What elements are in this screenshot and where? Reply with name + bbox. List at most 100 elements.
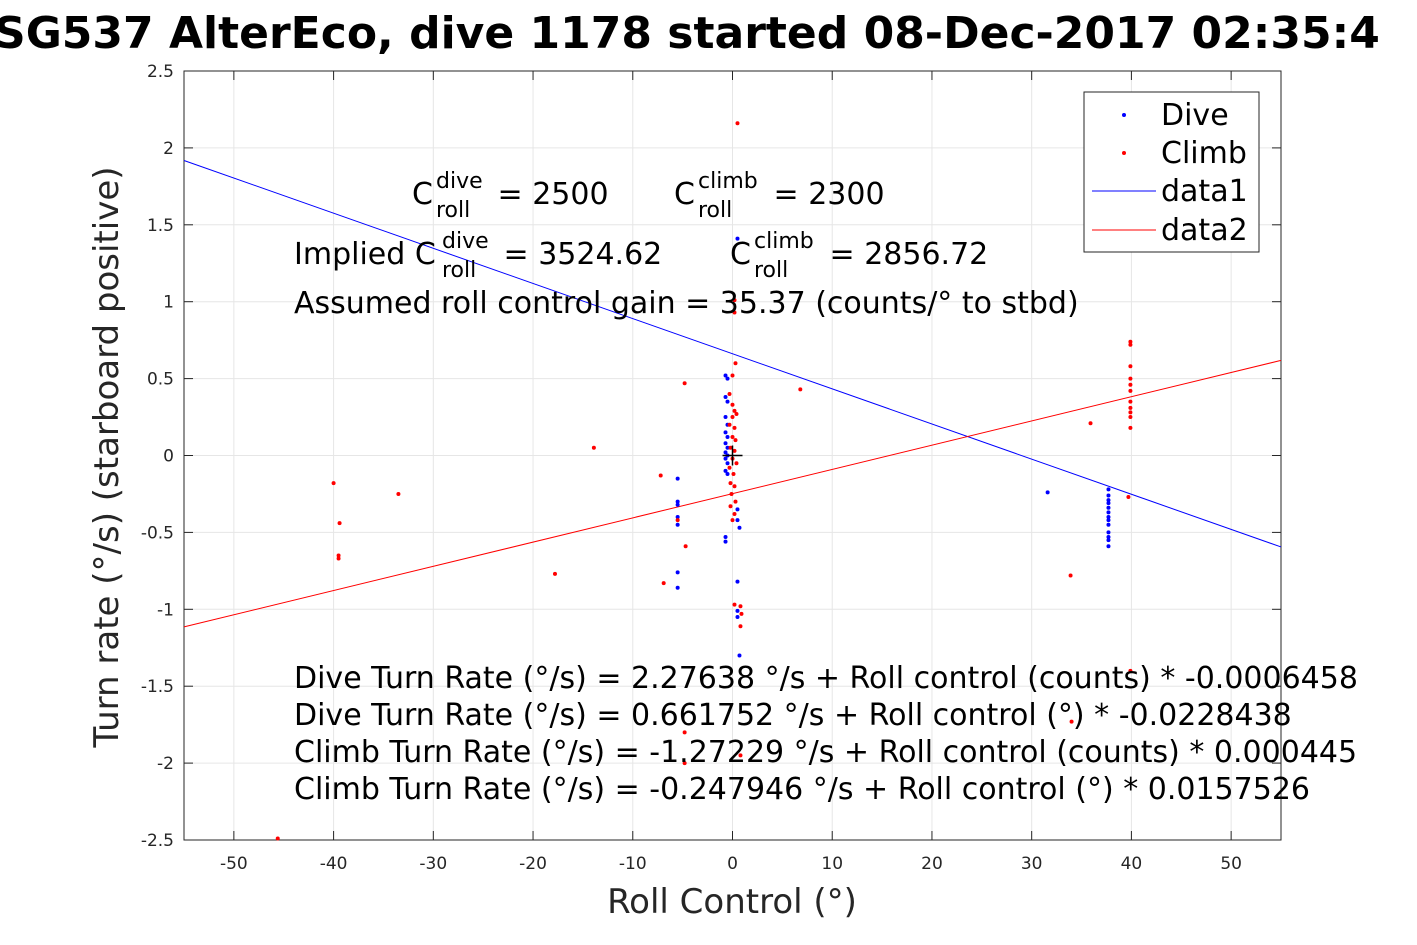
data-point-climb	[730, 402, 735, 407]
data-point-dive	[675, 570, 680, 575]
data-point-dive	[723, 468, 728, 473]
x-axis-ticks: -50 -40 -30 -20 -10 0 10 20 30 40 50	[220, 71, 1242, 874]
data-point-climb	[1128, 364, 1133, 369]
data-point-climb	[1128, 342, 1133, 347]
data-point-dive	[723, 456, 728, 461]
data-points	[275, 121, 1133, 841]
x-tick-label: -10	[619, 854, 647, 874]
x-tick-label: 20	[921, 854, 943, 874]
data-point-climb	[798, 387, 803, 392]
data-point-dive	[723, 430, 728, 435]
data-point-climb	[738, 604, 743, 609]
x-tick-label: 30	[1021, 854, 1043, 874]
data-point-climb	[732, 425, 737, 430]
implied-climb-base: C	[730, 237, 751, 272]
data-point-climb	[732, 511, 737, 516]
data-point-climb	[1128, 382, 1133, 387]
legend-climb-label: Climb	[1161, 136, 1247, 171]
data-point-dive	[1106, 498, 1111, 503]
data-point-climb	[1128, 415, 1133, 420]
data-point-dive	[725, 435, 730, 440]
data-point-climb	[729, 491, 734, 496]
data-point-climb	[727, 422, 732, 427]
c-roll-climb-sub: roll	[698, 198, 732, 223]
data-point-dive	[675, 585, 680, 590]
data-point-dive	[737, 525, 742, 530]
data-point-dive	[723, 415, 728, 420]
data-point-climb	[1128, 339, 1133, 344]
data-point-climb	[337, 521, 342, 526]
x-axis-label: Roll Control (°)	[607, 882, 857, 922]
c-roll-dive-sup: dive	[436, 169, 483, 194]
data-point-climb	[682, 761, 687, 766]
data-point-climb	[732, 310, 737, 315]
legend-data2-label: data2	[1161, 213, 1248, 248]
data-point-climb	[732, 484, 737, 489]
x-tick-label: 50	[1220, 854, 1242, 874]
implied-dive-sub: roll	[442, 258, 476, 283]
data-point-climb	[733, 438, 738, 443]
y-tick-label: -1	[157, 600, 174, 620]
data-point-climb	[1088, 421, 1093, 426]
chart-title: SG537 AlterEco, dive 1178 started 08-Dec…	[0, 8, 1380, 59]
data-point-dive	[735, 579, 740, 584]
data-point-climb	[727, 465, 732, 470]
x-tick-label: -40	[320, 854, 348, 874]
legend: Dive Climb data1 data2	[1083, 91, 1260, 253]
legend-entry-data2: data2	[1092, 213, 1248, 248]
data-point-dive	[725, 461, 730, 466]
data-point-dive	[723, 535, 728, 540]
legend-dive-label: Dive	[1161, 98, 1229, 133]
data-point-dive	[1106, 501, 1111, 506]
roll-gain-annotation: Assumed roll control gain = 35.37 (count…	[294, 286, 1079, 321]
data-point-climb	[1068, 573, 1073, 578]
data-point-climb	[734, 411, 739, 416]
y-tick-label: 1.5	[147, 216, 174, 236]
data-point-climb	[336, 553, 341, 558]
equation-climb-counts: Climb Turn Rate (°/s) = -1.27229 °/s + R…	[294, 735, 1357, 770]
data-point-dive	[1106, 530, 1111, 535]
data-point-climb	[727, 391, 732, 396]
data-point-dive	[675, 476, 680, 481]
data-point-climb	[1069, 719, 1074, 724]
legend-entry-climb: Climb	[1122, 136, 1247, 171]
data-point-dive	[1106, 535, 1111, 540]
implied-climb-value: = 2856.72	[820, 237, 988, 272]
data-point-climb	[728, 481, 733, 486]
y-tick-label: -1.5	[141, 677, 174, 697]
data-point-climb	[732, 408, 737, 413]
data-point-climb	[734, 461, 739, 466]
data-point-climb	[683, 544, 688, 549]
data-point-dive	[1045, 490, 1050, 495]
fit-line-data1	[183, 160, 1282, 548]
c-roll-dive-annotation: C dive roll = 2500	[412, 169, 609, 223]
y-axis-label: Turn rate (°/s) (starboard positive)	[87, 166, 127, 748]
implied-c-roll-climb-annotation: C climb roll = 2856.72	[730, 229, 988, 283]
y-tick-label: -0.5	[141, 523, 174, 543]
data-point-dive	[735, 236, 740, 241]
data-point-climb	[730, 373, 735, 378]
implied-climb-sup: climb	[754, 229, 814, 254]
data-point-dive	[675, 502, 680, 507]
data-point-climb	[275, 836, 280, 841]
data-point-climb	[735, 121, 740, 126]
data-point-climb	[675, 518, 680, 523]
y-tick-label: 2	[163, 139, 174, 159]
data-point-climb	[730, 415, 735, 420]
implied-prefix: Implied C	[294, 237, 436, 272]
data-point-climb	[1128, 425, 1133, 430]
legend-data1-label: data1	[1161, 174, 1248, 209]
data-point-dive	[1106, 487, 1111, 492]
implied-climb-sub: roll	[754, 258, 788, 283]
c-roll-dive-value: = 2500	[488, 177, 609, 212]
implied-c-roll-dive-annotation: Implied C dive roll = 3524.62	[294, 229, 662, 283]
data-point-dive	[725, 471, 730, 476]
data-point-dive	[735, 518, 740, 523]
data-point-climb	[1128, 376, 1133, 381]
legend-entry-dive: Dive	[1122, 98, 1229, 133]
c-roll-dive-base: C	[412, 177, 433, 212]
data-point-climb	[739, 611, 744, 616]
data-point-climb	[730, 435, 735, 440]
data-point-climb	[738, 753, 743, 758]
